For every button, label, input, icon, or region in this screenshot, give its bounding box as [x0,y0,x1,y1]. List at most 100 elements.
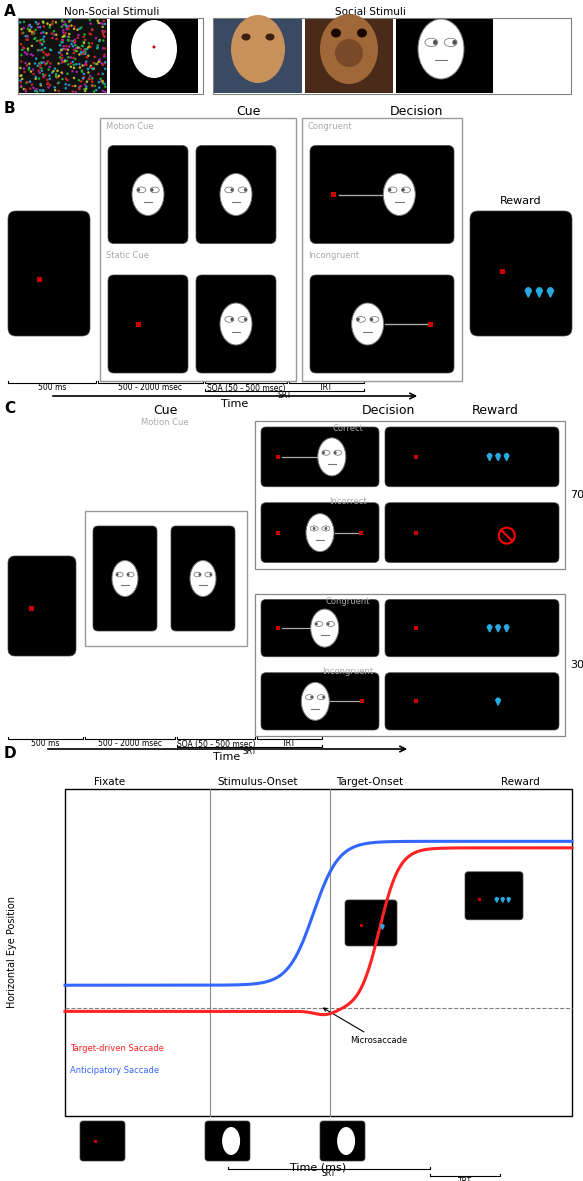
Text: Cue: Cue [153,404,177,417]
Ellipse shape [38,39,41,43]
Ellipse shape [69,63,72,65]
Ellipse shape [36,39,38,43]
Ellipse shape [62,48,65,51]
Ellipse shape [45,63,48,65]
Ellipse shape [46,54,48,57]
Ellipse shape [48,74,51,77]
Polygon shape [496,700,501,705]
Text: TRT: TRT [282,739,297,749]
Ellipse shape [72,40,75,43]
Ellipse shape [72,57,75,59]
Ellipse shape [39,66,41,68]
Ellipse shape [43,40,45,43]
Ellipse shape [37,70,40,72]
Ellipse shape [82,51,85,53]
Ellipse shape [74,58,76,60]
Ellipse shape [101,64,104,66]
Ellipse shape [57,81,59,85]
Bar [136,321,141,326]
Text: TRT: TRT [319,384,333,392]
Ellipse shape [34,63,36,65]
Text: 500 ms: 500 ms [38,384,66,392]
Ellipse shape [310,696,313,699]
Ellipse shape [97,81,100,84]
Ellipse shape [73,66,75,70]
Ellipse shape [402,188,405,191]
Ellipse shape [40,84,42,86]
FancyBboxPatch shape [205,1121,250,1161]
Polygon shape [507,899,510,902]
Ellipse shape [69,57,72,59]
Ellipse shape [50,48,52,52]
Ellipse shape [41,70,43,72]
Ellipse shape [98,86,100,89]
Ellipse shape [85,85,87,87]
Ellipse shape [49,48,51,51]
Ellipse shape [26,64,28,66]
Ellipse shape [335,39,363,67]
Ellipse shape [25,38,28,41]
Text: Incongruent: Incongruent [308,252,359,261]
Ellipse shape [337,1127,355,1155]
Text: Incongruent: Incongruent [322,667,374,676]
Bar [94,1140,97,1142]
Ellipse shape [20,85,22,87]
Ellipse shape [58,63,60,65]
Ellipse shape [88,45,91,47]
Ellipse shape [35,58,37,60]
Ellipse shape [131,20,177,78]
Text: Motion Cue: Motion Cue [141,418,189,428]
Ellipse shape [42,89,44,92]
Bar [255,594,565,736]
Ellipse shape [381,924,384,927]
FancyBboxPatch shape [8,211,90,337]
Ellipse shape [36,91,38,93]
FancyBboxPatch shape [465,872,523,920]
Ellipse shape [83,89,86,91]
Ellipse shape [86,47,88,51]
Ellipse shape [72,60,74,63]
Ellipse shape [357,28,367,38]
Ellipse shape [49,84,51,86]
Ellipse shape [29,87,31,90]
Ellipse shape [78,53,80,56]
Text: Fixate: Fixate [94,777,125,787]
Ellipse shape [66,35,69,38]
Ellipse shape [23,87,25,90]
Ellipse shape [61,41,64,44]
Ellipse shape [75,63,78,65]
Ellipse shape [74,85,76,87]
Ellipse shape [21,32,23,34]
Text: Congruent: Congruent [326,596,370,606]
Ellipse shape [51,24,53,26]
Ellipse shape [54,89,57,91]
Ellipse shape [30,26,33,28]
Ellipse shape [78,46,80,48]
Ellipse shape [388,188,391,191]
Ellipse shape [55,21,57,24]
Ellipse shape [34,90,36,92]
Bar [360,924,363,927]
Ellipse shape [90,78,93,80]
Bar [29,606,34,611]
Ellipse shape [65,26,68,28]
Ellipse shape [30,71,32,73]
Ellipse shape [94,37,97,39]
Ellipse shape [222,1127,240,1155]
Ellipse shape [68,45,71,47]
Text: SOA (50 - 500 msec): SOA (50 - 500 msec) [207,384,285,392]
Ellipse shape [27,50,29,52]
Ellipse shape [99,60,101,63]
Ellipse shape [75,47,77,50]
Ellipse shape [79,66,81,68]
FancyBboxPatch shape [310,275,454,373]
Polygon shape [504,627,509,632]
Ellipse shape [39,83,42,85]
Ellipse shape [74,40,76,43]
Ellipse shape [504,624,509,629]
Ellipse shape [238,187,247,193]
Ellipse shape [89,19,91,21]
Polygon shape [504,456,509,461]
Ellipse shape [40,39,42,41]
Ellipse shape [383,174,415,215]
